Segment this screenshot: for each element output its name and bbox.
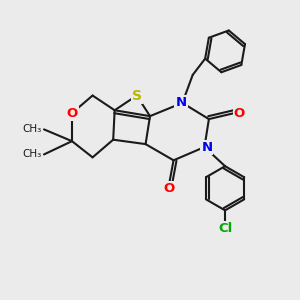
Text: O: O bbox=[164, 182, 175, 195]
Text: N: N bbox=[176, 96, 187, 110]
Text: O: O bbox=[66, 107, 78, 120]
Text: CH₃: CH₃ bbox=[22, 124, 42, 134]
Text: N: N bbox=[201, 141, 212, 154]
Text: Cl: Cl bbox=[218, 222, 232, 235]
Text: O: O bbox=[234, 107, 245, 120]
Text: CH₃: CH₃ bbox=[22, 149, 42, 159]
Text: S: S bbox=[132, 88, 142, 103]
